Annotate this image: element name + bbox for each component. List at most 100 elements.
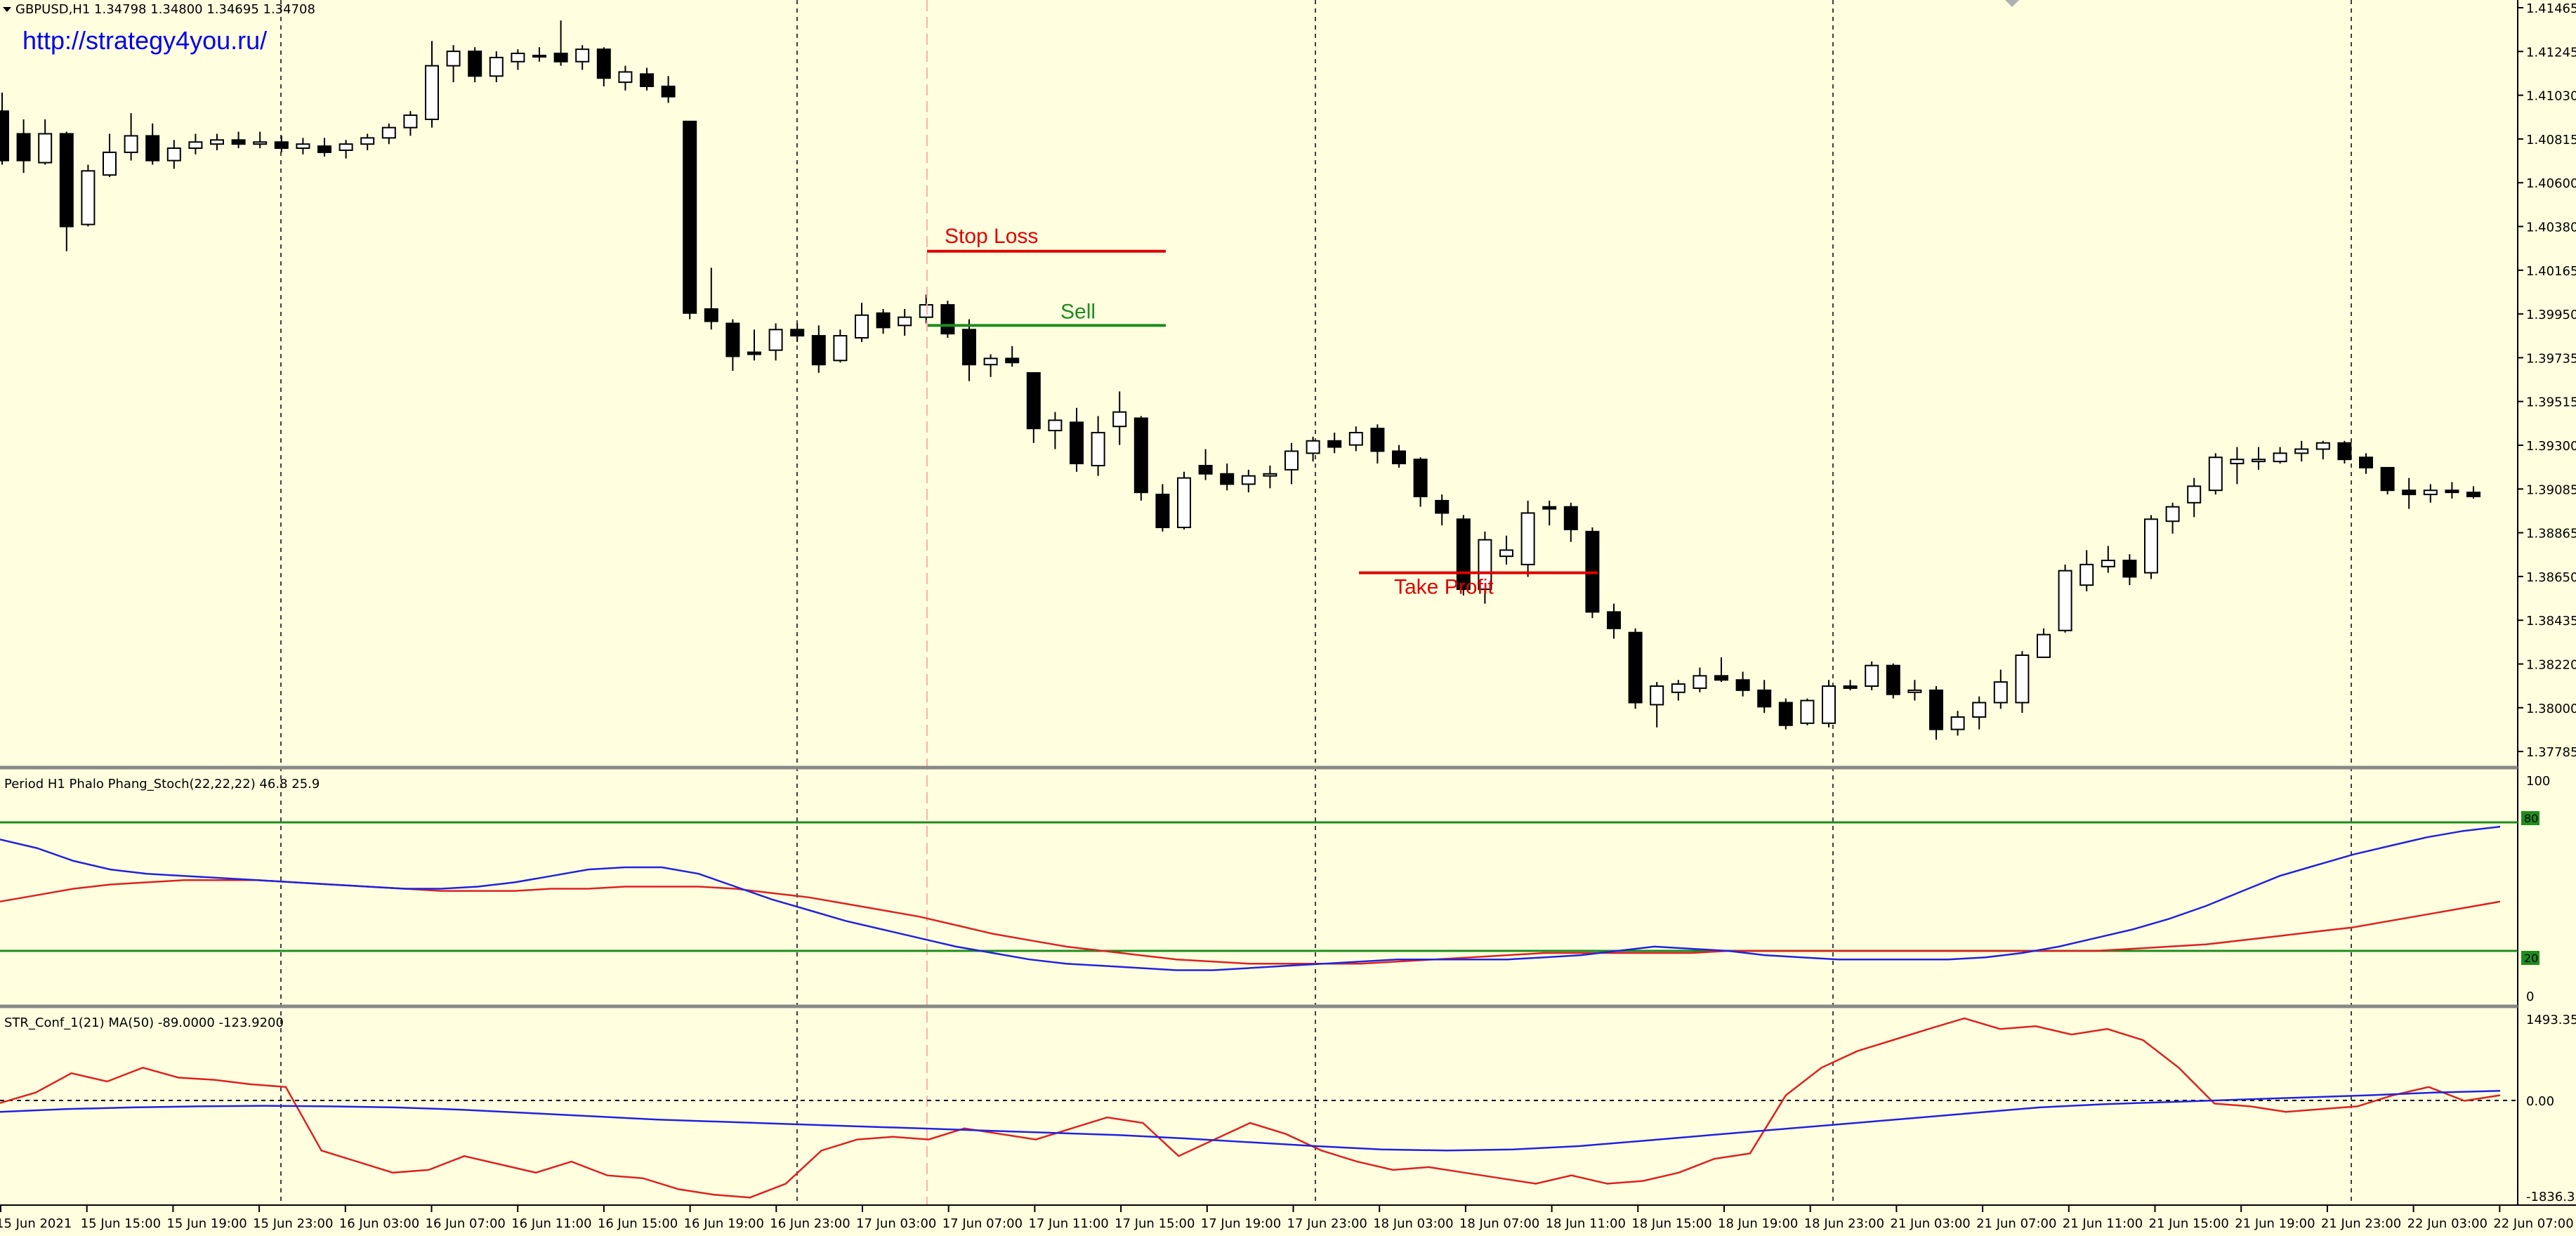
candle bbox=[188, 133, 203, 154]
price-tick-label: 1.39515 bbox=[2526, 395, 2576, 410]
candle bbox=[1198, 449, 1213, 480]
candle bbox=[1177, 471, 1191, 530]
candle bbox=[2187, 478, 2202, 518]
price-tick-label: 1.40380 bbox=[2526, 221, 2576, 235]
price-tick-label: 1.40815 bbox=[2526, 133, 2576, 147]
candle bbox=[661, 76, 676, 103]
chart-shift-triangle-icon[interactable] bbox=[2005, 0, 2019, 7]
time-tick-label: 21 Jun 19:00 bbox=[2235, 1216, 2315, 1231]
sell-label: Sell bbox=[1060, 300, 1096, 323]
time-tick-label: 18 Jun 23:00 bbox=[1804, 1216, 1884, 1231]
stoch-main-line bbox=[0, 825, 2501, 971]
candle bbox=[2101, 546, 2115, 573]
candle bbox=[2122, 554, 2137, 586]
stoch-title: Period H1 Phalo Phang_Stoch(22,22,22) 46… bbox=[4, 777, 320, 791]
str-conf-panel: STR_Conf_1(21) MA(50) -89.0000 -123.9200… bbox=[0, 1004, 2576, 1204]
str-scale-zero: 0.00 bbox=[2526, 1094, 2554, 1109]
candle bbox=[274, 136, 289, 152]
candle bbox=[1929, 686, 1943, 740]
candle bbox=[511, 49, 525, 70]
candle bbox=[38, 119, 53, 165]
price-tick-label: 1.39950 bbox=[2526, 308, 2576, 322]
candle bbox=[2423, 484, 2438, 503]
candle bbox=[704, 268, 718, 330]
candle bbox=[2402, 478, 2417, 509]
candle bbox=[1263, 465, 1277, 489]
candle bbox=[618, 65, 633, 91]
candle bbox=[1155, 484, 1170, 532]
candle bbox=[296, 138, 310, 154]
candle bbox=[1026, 372, 1041, 443]
stoch-level-20-badge bbox=[2521, 951, 2539, 965]
candle bbox=[81, 164, 96, 227]
candle bbox=[2079, 550, 2094, 592]
candle bbox=[919, 294, 933, 324]
candle bbox=[1499, 535, 1513, 565]
candle bbox=[1671, 680, 1685, 701]
time-tick-label: 15 Jun 19:00 bbox=[166, 1216, 247, 1231]
candle bbox=[0, 92, 9, 165]
candle bbox=[1800, 698, 1815, 725]
price-tick-label: 1.39300 bbox=[2526, 439, 2576, 454]
candle bbox=[1650, 682, 1664, 728]
candle bbox=[683, 120, 697, 320]
candle bbox=[2058, 564, 2072, 633]
candle bbox=[898, 308, 912, 336]
price-tick-label: 1.40600 bbox=[2526, 176, 2576, 191]
candle bbox=[1520, 500, 1535, 577]
time-tick-label: 17 Jun 11:00 bbox=[1028, 1216, 1108, 1231]
price-tick-label: 1.41465 bbox=[2526, 1, 2576, 16]
chart-menu-triangle-icon[interactable] bbox=[3, 7, 11, 12]
time-tick-label: 15 Jun 23:00 bbox=[253, 1216, 333, 1231]
str-title: STR_Conf_1(21) MA(50) -89.0000 -123.9200 bbox=[4, 1015, 284, 1030]
candle bbox=[2273, 447, 2287, 464]
stoch-level-20-label: 20 bbox=[2524, 952, 2538, 965]
candle bbox=[468, 47, 482, 83]
candle bbox=[1112, 391, 1127, 445]
time-tick-label: 16 Jun 03:00 bbox=[339, 1216, 419, 1231]
candle bbox=[2144, 515, 2158, 579]
time-tick-label: 22 Jun 03:00 bbox=[2407, 1216, 2488, 1231]
time-tick-label: 15 Jun 2021 bbox=[0, 1216, 72, 1231]
str-scale-bottom: -1836.35 bbox=[2526, 1190, 2576, 1204]
candle bbox=[16, 119, 31, 173]
candle bbox=[489, 51, 504, 83]
time-tick-label: 21 Jun 15:00 bbox=[2149, 1216, 2229, 1231]
candle bbox=[210, 133, 224, 150]
candle bbox=[1413, 457, 1428, 507]
price-tick-label: 1.38000 bbox=[2526, 702, 2576, 716]
candle bbox=[1865, 661, 1879, 690]
candle bbox=[103, 133, 117, 178]
candle bbox=[1843, 680, 1858, 690]
candle bbox=[2359, 453, 2373, 474]
candle bbox=[2294, 440, 2309, 462]
candle bbox=[1714, 657, 1728, 683]
candle bbox=[790, 323, 805, 342]
time-tick-label: 18 Jun 11:00 bbox=[1546, 1216, 1626, 1231]
candle bbox=[403, 111, 418, 136]
time-tick-label: 18 Jun 03:00 bbox=[1373, 1216, 1453, 1231]
str-scale-top: 1493.35 bbox=[2526, 1013, 2576, 1027]
candle bbox=[1735, 671, 1750, 697]
symbol-info: GBPUSD,H1 1.34798 1.34800 1.34695 1.3470… bbox=[15, 2, 315, 17]
time-tick-label: 16 Jun 23:00 bbox=[770, 1216, 850, 1231]
candlestick-series bbox=[0, 20, 2480, 740]
site-url-link[interactable]: http://strategy4you.ru/ bbox=[22, 26, 267, 55]
price-tick-label: 1.38435 bbox=[2526, 614, 2576, 629]
candle bbox=[1563, 502, 1578, 542]
candle bbox=[1048, 412, 1063, 449]
candle bbox=[1993, 669, 2008, 709]
candle bbox=[339, 140, 353, 159]
time-tick-label: 17 Jun 23:00 bbox=[1287, 1216, 1367, 1231]
candle bbox=[596, 47, 611, 86]
candle bbox=[1607, 603, 1621, 639]
time-tick-label: 22 Jun 07:00 bbox=[2493, 1216, 2573, 1231]
candle bbox=[1005, 346, 1020, 367]
price-tick-label: 1.40165 bbox=[2526, 264, 2576, 279]
candle bbox=[2252, 447, 2266, 470]
candle bbox=[425, 41, 439, 128]
candle bbox=[1241, 469, 1256, 493]
time-axis: 15 Jun 2021 15 Jun 15:00 15 Jun 19:00 15 Ju… bbox=[0, 1204, 2576, 1231]
